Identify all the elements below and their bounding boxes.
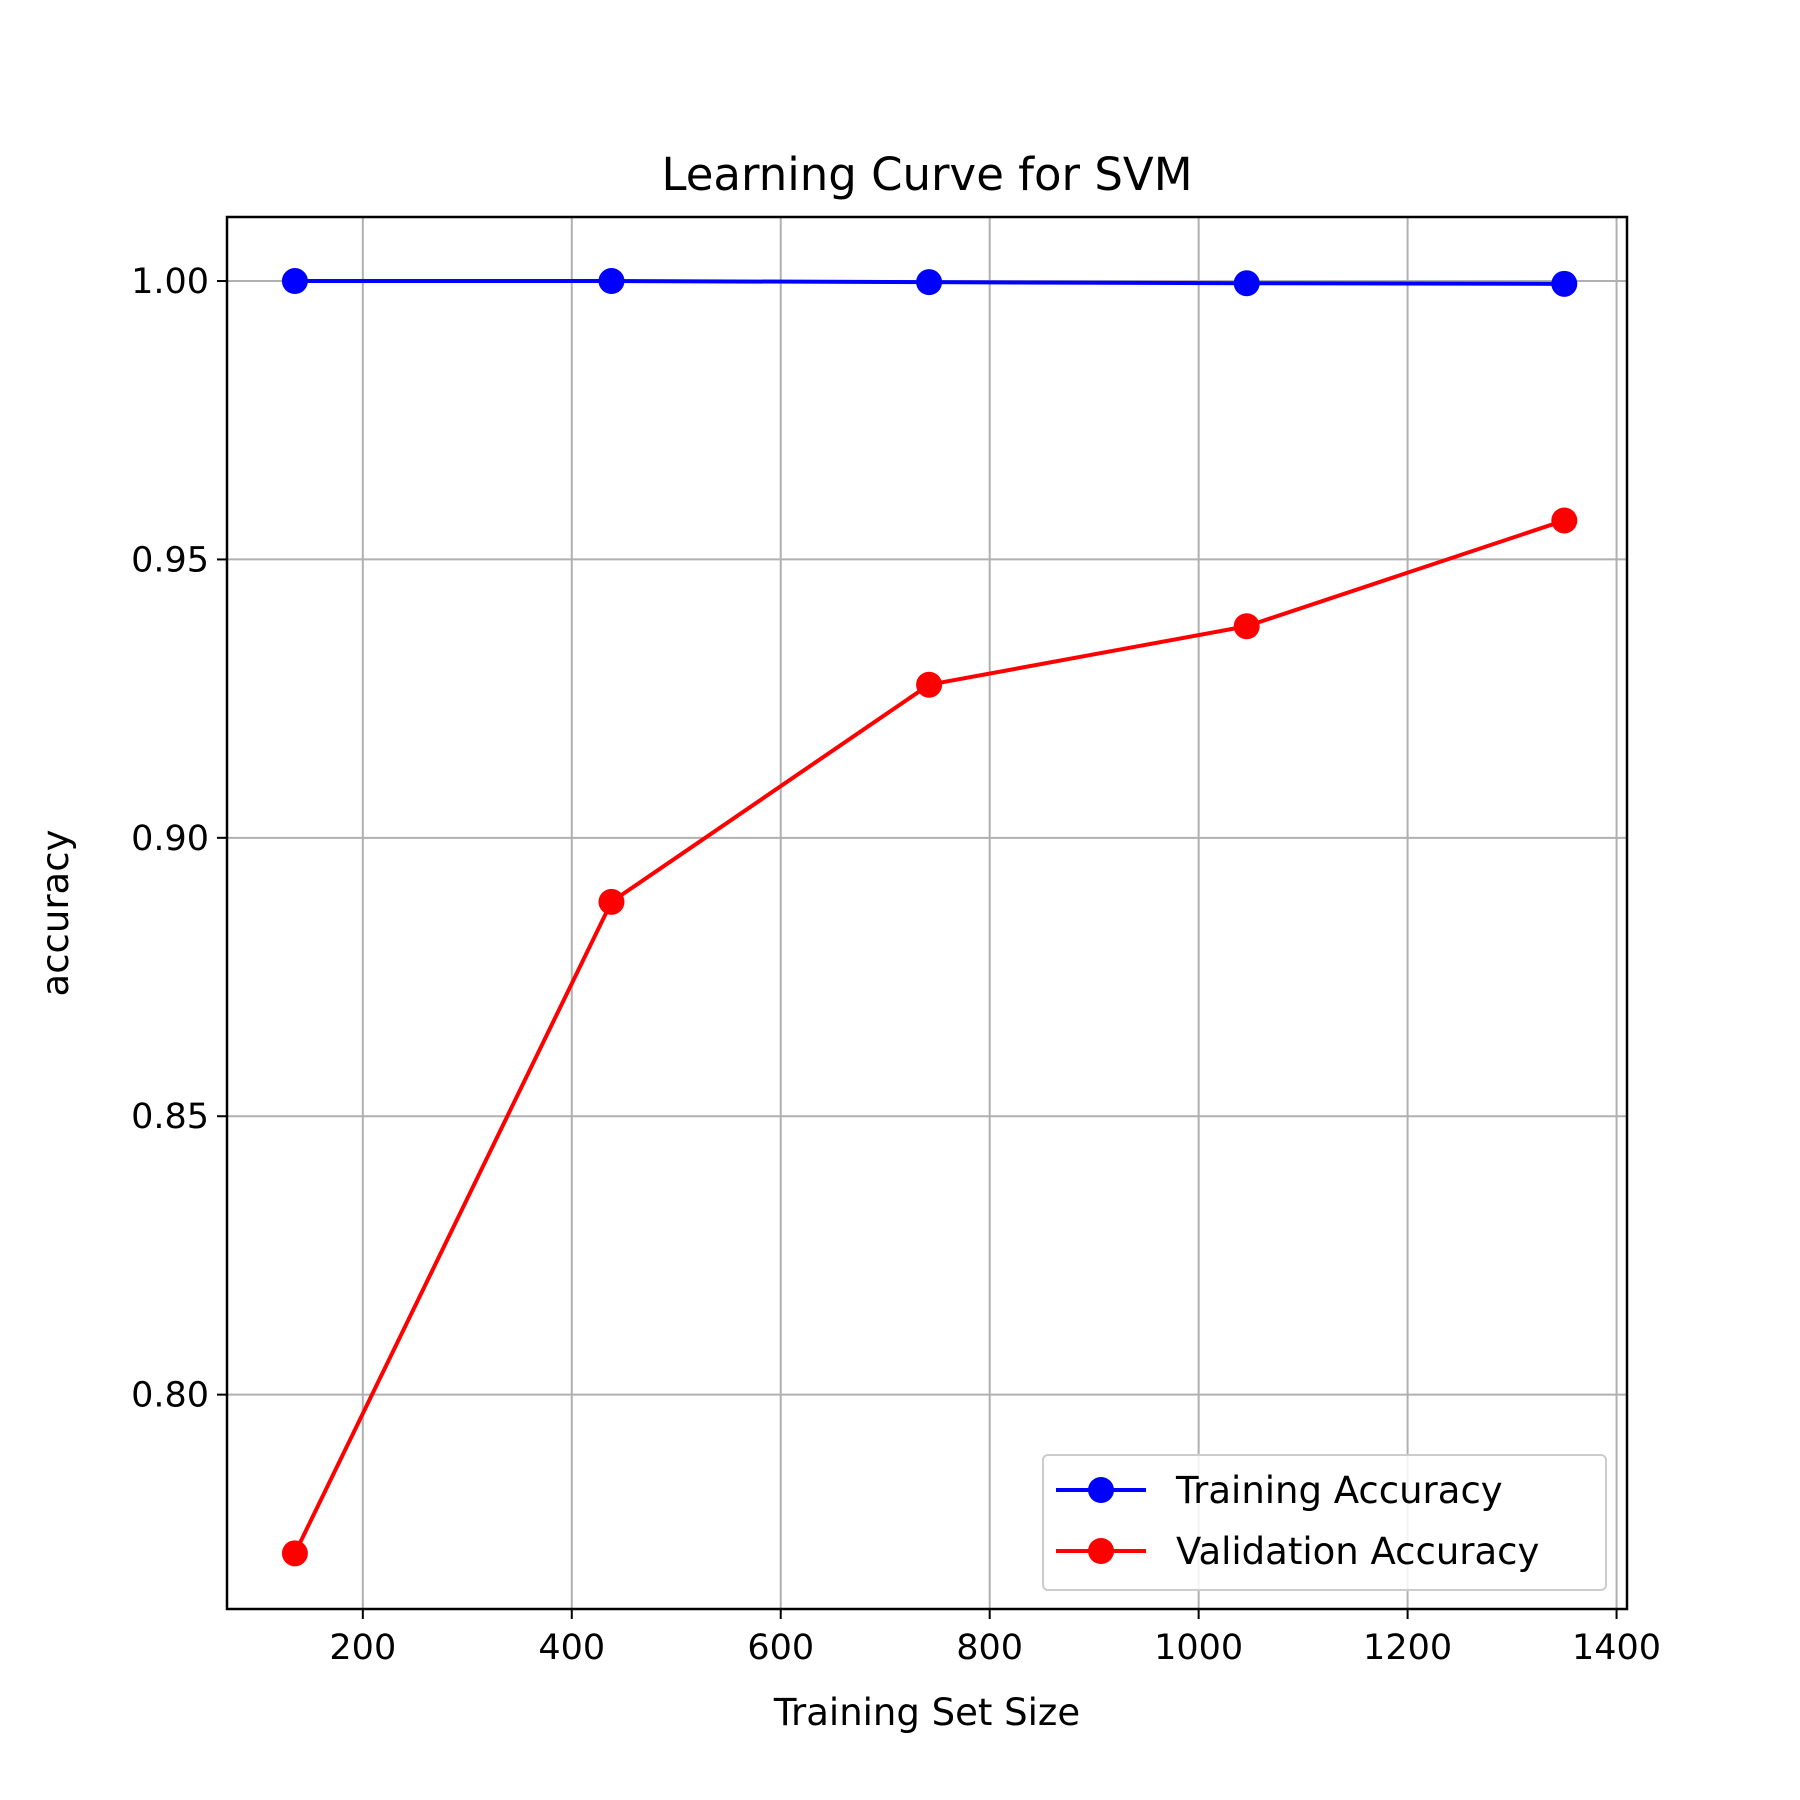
data-point bbox=[281, 268, 308, 295]
legend-label: Validation Accuracy bbox=[1176, 1530, 1539, 1573]
series-validation bbox=[281, 507, 1578, 1567]
legend-item: Training Accuracy bbox=[1056, 1469, 1503, 1512]
data-point bbox=[598, 268, 625, 295]
y-axis-label: accuracy bbox=[34, 830, 77, 997]
data-point bbox=[1551, 507, 1578, 534]
x-tick-label: 400 bbox=[538, 1628, 605, 1668]
data-point bbox=[598, 888, 625, 915]
legend-marker bbox=[1088, 1538, 1114, 1564]
y-tick-label: 0.95 bbox=[131, 540, 209, 580]
y-tick-label: 0.85 bbox=[131, 1097, 209, 1137]
legend-item: Validation Accuracy bbox=[1056, 1530, 1539, 1573]
legend-box bbox=[1042, 1454, 1607, 1591]
data-point bbox=[281, 1540, 308, 1567]
data-point bbox=[1233, 270, 1260, 297]
x-tick-label: 1400 bbox=[1572, 1628, 1661, 1668]
plot-frame bbox=[225, 215, 1629, 1611]
x-tick-label: 1200 bbox=[1363, 1628, 1452, 1668]
x-tick-label: 800 bbox=[956, 1628, 1023, 1668]
series-layer bbox=[281, 268, 1578, 1567]
legend-label: Training Accuracy bbox=[1175, 1469, 1503, 1512]
y-tick-label: 0.90 bbox=[131, 819, 209, 859]
data-point bbox=[916, 269, 943, 296]
x-tick-label: 600 bbox=[747, 1628, 814, 1668]
legend: Training Accuracy Validation Accuracy bbox=[1042, 1454, 1607, 1591]
y-tick-label: 1.00 bbox=[131, 262, 209, 302]
data-point bbox=[1233, 613, 1260, 640]
grid bbox=[227, 217, 1627, 1609]
y-tick-label: 0.80 bbox=[131, 1376, 209, 1416]
data-point bbox=[916, 671, 943, 698]
x-axis-label: Training Set Size bbox=[773, 1691, 1080, 1734]
x-tick-label: 1000 bbox=[1154, 1628, 1243, 1668]
data-point bbox=[1551, 270, 1578, 297]
chart-title: Learning Curve for SVM bbox=[661, 148, 1192, 201]
axis-ticks: 200 400 600 800 1000 1200 1400 0.80 0.85 0.90 0.95… bbox=[131, 262, 1661, 1668]
legend-marker bbox=[1088, 1477, 1114, 1503]
series-training bbox=[281, 268, 1578, 297]
x-tick-label: 200 bbox=[329, 1628, 396, 1668]
